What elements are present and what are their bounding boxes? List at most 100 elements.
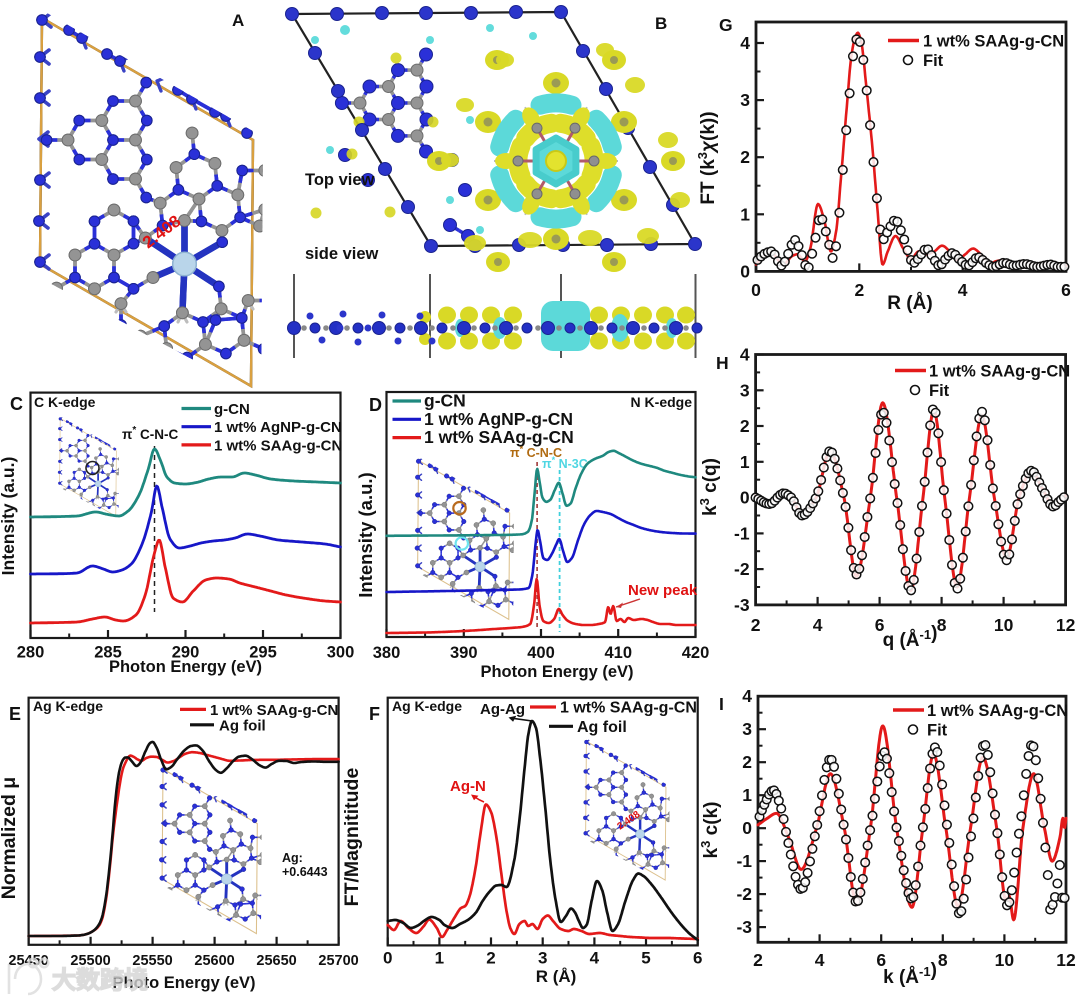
svg-text:6: 6	[876, 950, 886, 970]
svg-text:1: 1	[435, 949, 444, 968]
svg-text:6: 6	[693, 949, 702, 968]
svg-text:3: 3	[740, 90, 750, 110]
svg-text:285: 285	[94, 644, 122, 662]
svg-text:1 wt% SAAg-g-CN: 1 wt% SAAg-g-CN	[927, 702, 1068, 720]
svg-text:Top view: Top view	[305, 171, 375, 189]
svg-text:N K-edge: N K-edge	[631, 394, 693, 410]
svg-text:10: 10	[994, 615, 1014, 635]
svg-text:Ag:: Ag:	[282, 851, 303, 865]
svg-text:Ag K-edge: Ag K-edge	[392, 698, 462, 714]
svg-text:25600: 25600	[194, 953, 234, 969]
svg-text:0: 0	[751, 280, 761, 300]
svg-text:2: 2	[753, 950, 763, 970]
svg-text:G: G	[719, 15, 733, 35]
svg-text:-1: -1	[736, 851, 752, 871]
svg-text:FT (k3χ(k)): FT (k3χ(k))	[695, 111, 719, 204]
svg-text:2: 2	[742, 752, 752, 772]
svg-text:2: 2	[486, 949, 495, 968]
svg-text:25700: 25700	[318, 953, 358, 969]
svg-text:-2: -2	[734, 559, 750, 579]
svg-text:FT/Magnititude: FT/Magnititude	[341, 768, 363, 907]
svg-text:1 wt% SAAg-g-CN: 1 wt% SAAg-g-CN	[560, 700, 697, 717]
svg-text:300: 300	[327, 644, 355, 662]
svg-text:0: 0	[740, 261, 750, 281]
svg-text:Fit: Fit	[923, 52, 944, 70]
svg-text:25500: 25500	[70, 953, 110, 969]
svg-text:R (Å): R (Å)	[887, 293, 932, 314]
svg-text:280: 280	[17, 644, 45, 662]
svg-text:R (Å): R (Å)	[536, 967, 577, 986]
svg-text:Ag foil: Ag foil	[577, 719, 627, 736]
svg-text:Ag-Ag: Ag-Ag	[480, 701, 525, 718]
svg-text:2: 2	[740, 147, 750, 167]
svg-text:C: C	[10, 394, 23, 414]
svg-text:g-CN: g-CN	[424, 391, 466, 411]
svg-text:g-CN: g-CN	[214, 401, 250, 418]
svg-text:1 wt% SAAg-g-CN: 1 wt% SAAg-g-CN	[424, 427, 574, 447]
svg-text:1: 1	[742, 785, 752, 805]
svg-text:4: 4	[742, 686, 752, 706]
svg-text:Fit: Fit	[927, 722, 948, 740]
svg-text:I: I	[719, 694, 724, 714]
svg-text:400: 400	[527, 644, 555, 662]
svg-text:side view: side view	[305, 245, 379, 263]
svg-text:-3: -3	[736, 917, 752, 937]
svg-text:Ag foil: Ag foil	[219, 718, 266, 735]
svg-text:5: 5	[641, 949, 650, 968]
svg-text:D: D	[369, 395, 382, 415]
svg-text:0: 0	[742, 818, 752, 838]
svg-text:380: 380	[373, 644, 401, 662]
svg-text:+0.6443: +0.6443	[282, 865, 328, 879]
svg-text:2: 2	[740, 416, 750, 436]
svg-text:0: 0	[383, 949, 392, 968]
svg-text:3: 3	[742, 719, 752, 739]
svg-text:295: 295	[249, 644, 277, 662]
svg-text:k3 c(q): k3 c(q)	[697, 458, 721, 516]
svg-text:6: 6	[1061, 280, 1071, 300]
svg-text:-3: -3	[734, 595, 750, 615]
svg-text:4: 4	[740, 33, 750, 53]
svg-text:6: 6	[875, 615, 885, 635]
svg-text:π* N-3C: π* N-3C	[542, 455, 588, 471]
svg-text:A: A	[232, 11, 244, 30]
svg-text:3: 3	[740, 380, 750, 400]
svg-text:10: 10	[995, 950, 1015, 970]
svg-text:3: 3	[538, 949, 547, 968]
svg-text:8: 8	[937, 615, 947, 635]
svg-text:E: E	[9, 704, 21, 724]
svg-text:12: 12	[1056, 950, 1076, 970]
svg-text:25550: 25550	[132, 953, 172, 969]
svg-text:Photo Energy (eV): Photo Energy (eV)	[112, 974, 255, 992]
svg-text:290: 290	[172, 644, 200, 662]
svg-text:Intensity (a.u.): Intensity (a.u.)	[355, 472, 376, 597]
svg-text:4: 4	[958, 280, 968, 300]
svg-text:-1: -1	[734, 523, 750, 543]
svg-text:大数跨境: 大数跨境	[52, 966, 148, 994]
svg-text:12: 12	[1056, 615, 1076, 635]
svg-text:1 wt% SAAg-g-CN: 1 wt% SAAg-g-CN	[210, 702, 338, 719]
svg-text:π* C-N-C: π* C-N-C	[510, 444, 562, 460]
svg-text:Intensity (a.u.): Intensity (a.u.)	[0, 457, 18, 576]
svg-text:Ag K-edge: Ag K-edge	[33, 698, 103, 714]
svg-text:k3 c(k): k3 c(k)	[698, 802, 722, 859]
svg-text:390: 390	[450, 644, 478, 662]
svg-text:1 wt% SAAg-g-CN: 1 wt% SAAg-g-CN	[929, 363, 1070, 381]
svg-text:410: 410	[604, 644, 632, 662]
svg-text:1 wt% AgNP-g-CN: 1 wt% AgNP-g-CN	[424, 409, 573, 429]
svg-text:2: 2	[854, 280, 864, 300]
svg-text:Fit: Fit	[929, 382, 950, 400]
svg-text:π* C-N-C: π* C-N-C	[122, 425, 178, 442]
svg-text:F: F	[369, 704, 380, 724]
svg-text:1: 1	[740, 204, 750, 224]
svg-text:q (Å-1): q (Å-1)	[883, 623, 938, 651]
svg-text:Normalized μ: Normalized μ	[0, 777, 20, 899]
svg-text:C K-edge: C K-edge	[34, 394, 96, 410]
svg-text:New peak: New peak	[628, 582, 698, 599]
svg-text:4: 4	[815, 950, 825, 970]
svg-text:0: 0	[740, 488, 750, 508]
svg-text:4: 4	[813, 615, 823, 635]
svg-text:k (Å-1): k (Å-1)	[883, 960, 937, 988]
svg-text:Photon Energy (eV): Photon Energy (eV)	[109, 658, 262, 676]
svg-text:Ag-N: Ag-N	[450, 778, 486, 795]
svg-text:25650: 25650	[256, 953, 296, 969]
